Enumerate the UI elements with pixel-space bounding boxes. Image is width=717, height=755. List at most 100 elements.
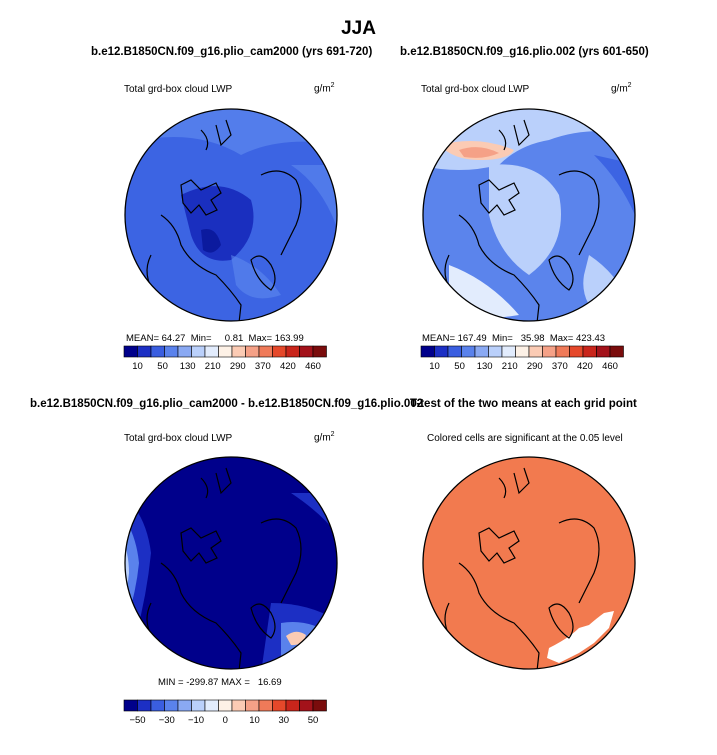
colorbar-bottom-left-swatch <box>150 699 165 712</box>
colorbar-top-left-swatch <box>312 345 327 358</box>
map-bottom-right <box>422 456 636 670</box>
colorbar-bottom-left-label: −30 <box>159 715 175 726</box>
panel-top-right-case-title: b.e12.B1850CN.f09_g16.plio.002 (yrs 601-… <box>400 46 649 58</box>
colorbar-bottom-left-label: 50 <box>308 715 319 726</box>
max-value: 163.99 <box>274 333 304 344</box>
panel-bottom-left-case-title: b.e12.B1850CN.f09_g16.plio_cam2000 - b.e… <box>30 398 424 410</box>
panel-top-right-units: g/m2 <box>611 82 632 95</box>
colorbar-bottom-left-swatch <box>204 699 219 712</box>
colorbar-bottom-left-label: −10 <box>188 715 204 726</box>
map-top-left-darker-spot <box>201 229 221 253</box>
colorbar-top-right-swatch <box>434 345 449 358</box>
colorbar-top-left-swatch <box>231 345 246 358</box>
panel-bottom-left-units: g/m2 <box>314 431 335 444</box>
panel-bottom-left-stats: MIN = -299.87 MAX = 16.69 <box>158 677 282 688</box>
colorbar-top-left-label: 210 <box>205 361 221 372</box>
map-top-left-coastlines <box>146 119 302 321</box>
colorbar-top-left-label: 460 <box>305 361 321 372</box>
mean-value: 64.27 <box>161 333 186 344</box>
colorbar-top-left-swatch <box>204 345 219 358</box>
colorbar-bottom-left-swatch <box>299 699 314 712</box>
colorbar-top-right-label: 460 <box>602 361 618 372</box>
panel-bottom-right-subtitle: Colored cells are significant at the 0.0… <box>427 433 623 444</box>
colorbar-top-left-label: 130 <box>180 361 196 372</box>
panel-top-left-units: g/m2 <box>314 82 335 95</box>
colorbar-top-right-swatch <box>555 345 570 358</box>
colorbar-top-right-swatch <box>488 345 503 358</box>
colorbar-top-right-labels: 10 50 130 210 290 370 420 460 <box>429 361 618 372</box>
panel-top-left-case-title: b.e12.B1850CN.f09_g16.plio_cam2000 (yrs … <box>91 46 373 58</box>
colorbar-bottom-left-swatch <box>231 699 246 712</box>
colorbar-top-left-swatch <box>299 345 314 358</box>
colorbar-bottom-left-swatch <box>218 699 233 712</box>
colorbar-bottom-left-swatch <box>285 699 300 712</box>
colorbar-top-left-label: 370 <box>255 361 271 372</box>
colorbar-top-right-label: 210 <box>502 361 518 372</box>
colorbar-top-right-label: 50 <box>454 361 465 372</box>
colorbar-top-left: 10 50 130 210 290 370 420 460 <box>123 345 327 372</box>
panel-bottom-left-variable: Total grd-box cloud LWP <box>124 433 233 444</box>
colorbar-bottom-left-label: 0 <box>223 715 228 726</box>
colorbar-top-left-label: 420 <box>280 361 296 372</box>
map-bottom-left-light-east <box>281 622 336 669</box>
map-bottom-left <box>124 456 338 670</box>
colorbar-top-right-label: 370 <box>552 361 568 372</box>
colorbar-bottom-left: −50 −30 −10 0 10 30 50 <box>123 699 327 726</box>
colorbar-top-left-swatch <box>285 345 300 358</box>
colorbar-top-right-swatch <box>474 345 489 358</box>
colorbar-top-right-swatch <box>420 345 435 358</box>
colorbar-top-left-swatch <box>177 345 192 358</box>
panel-top-left-variable: Total grd-box cloud LWP <box>124 84 233 95</box>
colorbar-top-right-swatch <box>569 345 584 358</box>
map-top-right-hot-spot <box>459 147 499 158</box>
colorbar-bottom-left-labels: −50 −30 −10 0 10 30 50 <box>129 715 318 726</box>
panel-bottom-right-title: T-test of the two means at each grid poi… <box>410 398 637 410</box>
colorbar-bottom-left-swatch <box>191 699 206 712</box>
map-bottom-right-insignificant-cells <box>547 611 614 663</box>
colorbar-top-right-swatch <box>528 345 543 358</box>
colorbar-top-right-swatch <box>596 345 611 358</box>
colorbar-top-left-swatch <box>191 345 206 358</box>
colorbar-top-right-swatch <box>609 345 624 358</box>
colorbar-top-left-swatch <box>272 345 287 358</box>
colorbar-top-right-swatch <box>447 345 462 358</box>
colorbar-bottom-left-swatch <box>164 699 179 712</box>
colorbar-top-right-swatch <box>542 345 557 358</box>
colorbar-bottom-left-label: 10 <box>249 715 260 726</box>
colorbar-top-left-swatch <box>123 345 138 358</box>
map-bottom-left-coastlines <box>146 467 302 669</box>
colorbar-top-right-label: 290 <box>527 361 543 372</box>
colorbar-top-left-swatch <box>258 345 273 358</box>
colorbar-top-left-swatch <box>218 345 233 358</box>
colorbar-top-left-swatch <box>137 345 152 358</box>
colorbar-top-right-swatch <box>501 345 516 358</box>
colorbar-top-left-label: 50 <box>157 361 168 372</box>
min-value: 0.81 <box>224 333 244 344</box>
colorbar-top-right-boxes <box>420 345 624 358</box>
map-top-left <box>124 108 338 322</box>
map-top-right-pale-center <box>489 164 561 275</box>
colorbar-top-left-label: 10 <box>132 361 143 372</box>
max-value: 423.43 <box>575 333 606 344</box>
colorbar-bottom-left-label: 30 <box>278 715 289 726</box>
main-title: JJA <box>341 18 376 39</box>
panel-top-right-stats: MEAN= 167.49 Min= 35.98 Max= 423.43 <box>422 333 606 344</box>
max-value: 16.69 <box>257 677 282 688</box>
colorbar-top-right-label: 420 <box>577 361 593 372</box>
colorbar-top-right: 10 50 130 210 290 370 420 460 <box>420 345 624 372</box>
colorbar-bottom-left-swatch <box>258 699 273 712</box>
colorbar-bottom-left-swatch <box>245 699 260 712</box>
colorbar-top-left-labels: 10 50 130 210 290 370 420 460 <box>132 361 321 372</box>
map-bottom-right-coastlines <box>444 467 600 669</box>
map-top-right <box>422 108 636 322</box>
colorbar-bottom-left-label: −50 <box>129 715 145 726</box>
colorbar-top-left-swatch <box>150 345 165 358</box>
colorbar-top-right-swatch <box>515 345 530 358</box>
colorbar-top-left-swatch <box>164 345 179 358</box>
colorbar-top-left-swatch <box>245 345 260 358</box>
map-top-left-light-band-2 <box>291 165 337 225</box>
colorbar-bottom-left-swatch <box>177 699 192 712</box>
panel-top-left-stats: MEAN= 64.27 Min= 0.81 Max= 163.99 <box>126 333 304 344</box>
map-top-right-coastlines <box>444 119 600 321</box>
colorbar-top-left-boxes <box>123 345 327 358</box>
